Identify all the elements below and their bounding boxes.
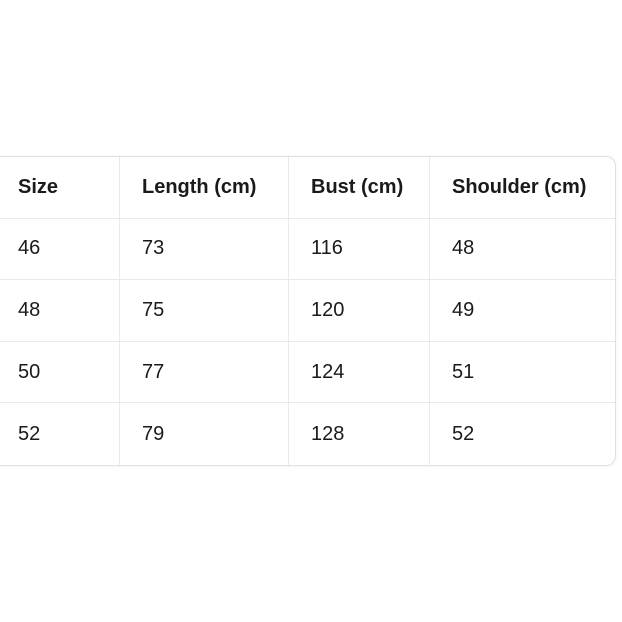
- column-header-length: Length (cm): [120, 157, 289, 219]
- table-cell-size: 50: [0, 341, 120, 404]
- table-cell-shoulder: 51: [430, 342, 615, 404]
- table-cell-length: 75: [120, 280, 289, 342]
- table-cell-size: 48: [0, 280, 120, 342]
- column-header-bust: Bust (cm): [289, 157, 430, 219]
- table-cell-size: 46: [0, 218, 120, 281]
- table-cell-size: 52: [0, 403, 120, 465]
- table-cell-bust: 116: [289, 218, 430, 281]
- table-cell-bust: 124: [289, 341, 430, 404]
- table-cell-length: 77: [120, 341, 289, 404]
- table-cell-length: 73: [120, 218, 289, 281]
- table-cell-shoulder: 52: [452, 422, 475, 445]
- column-header-size: Size: [0, 157, 120, 219]
- table-cell-bust: 120: [289, 280, 430, 342]
- size-chart-table: Size Length (cm) Bust (cm) Shoulder (cm)…: [0, 156, 616, 466]
- table-cell-shoulder: 49: [430, 280, 615, 342]
- table-cell-shoulder: 48: [430, 219, 615, 281]
- table-cell-length: 79: [120, 403, 289, 465]
- table-cell-bust: 128: [289, 403, 430, 465]
- column-header-shoulder: Shoulder (cm): [430, 157, 615, 219]
